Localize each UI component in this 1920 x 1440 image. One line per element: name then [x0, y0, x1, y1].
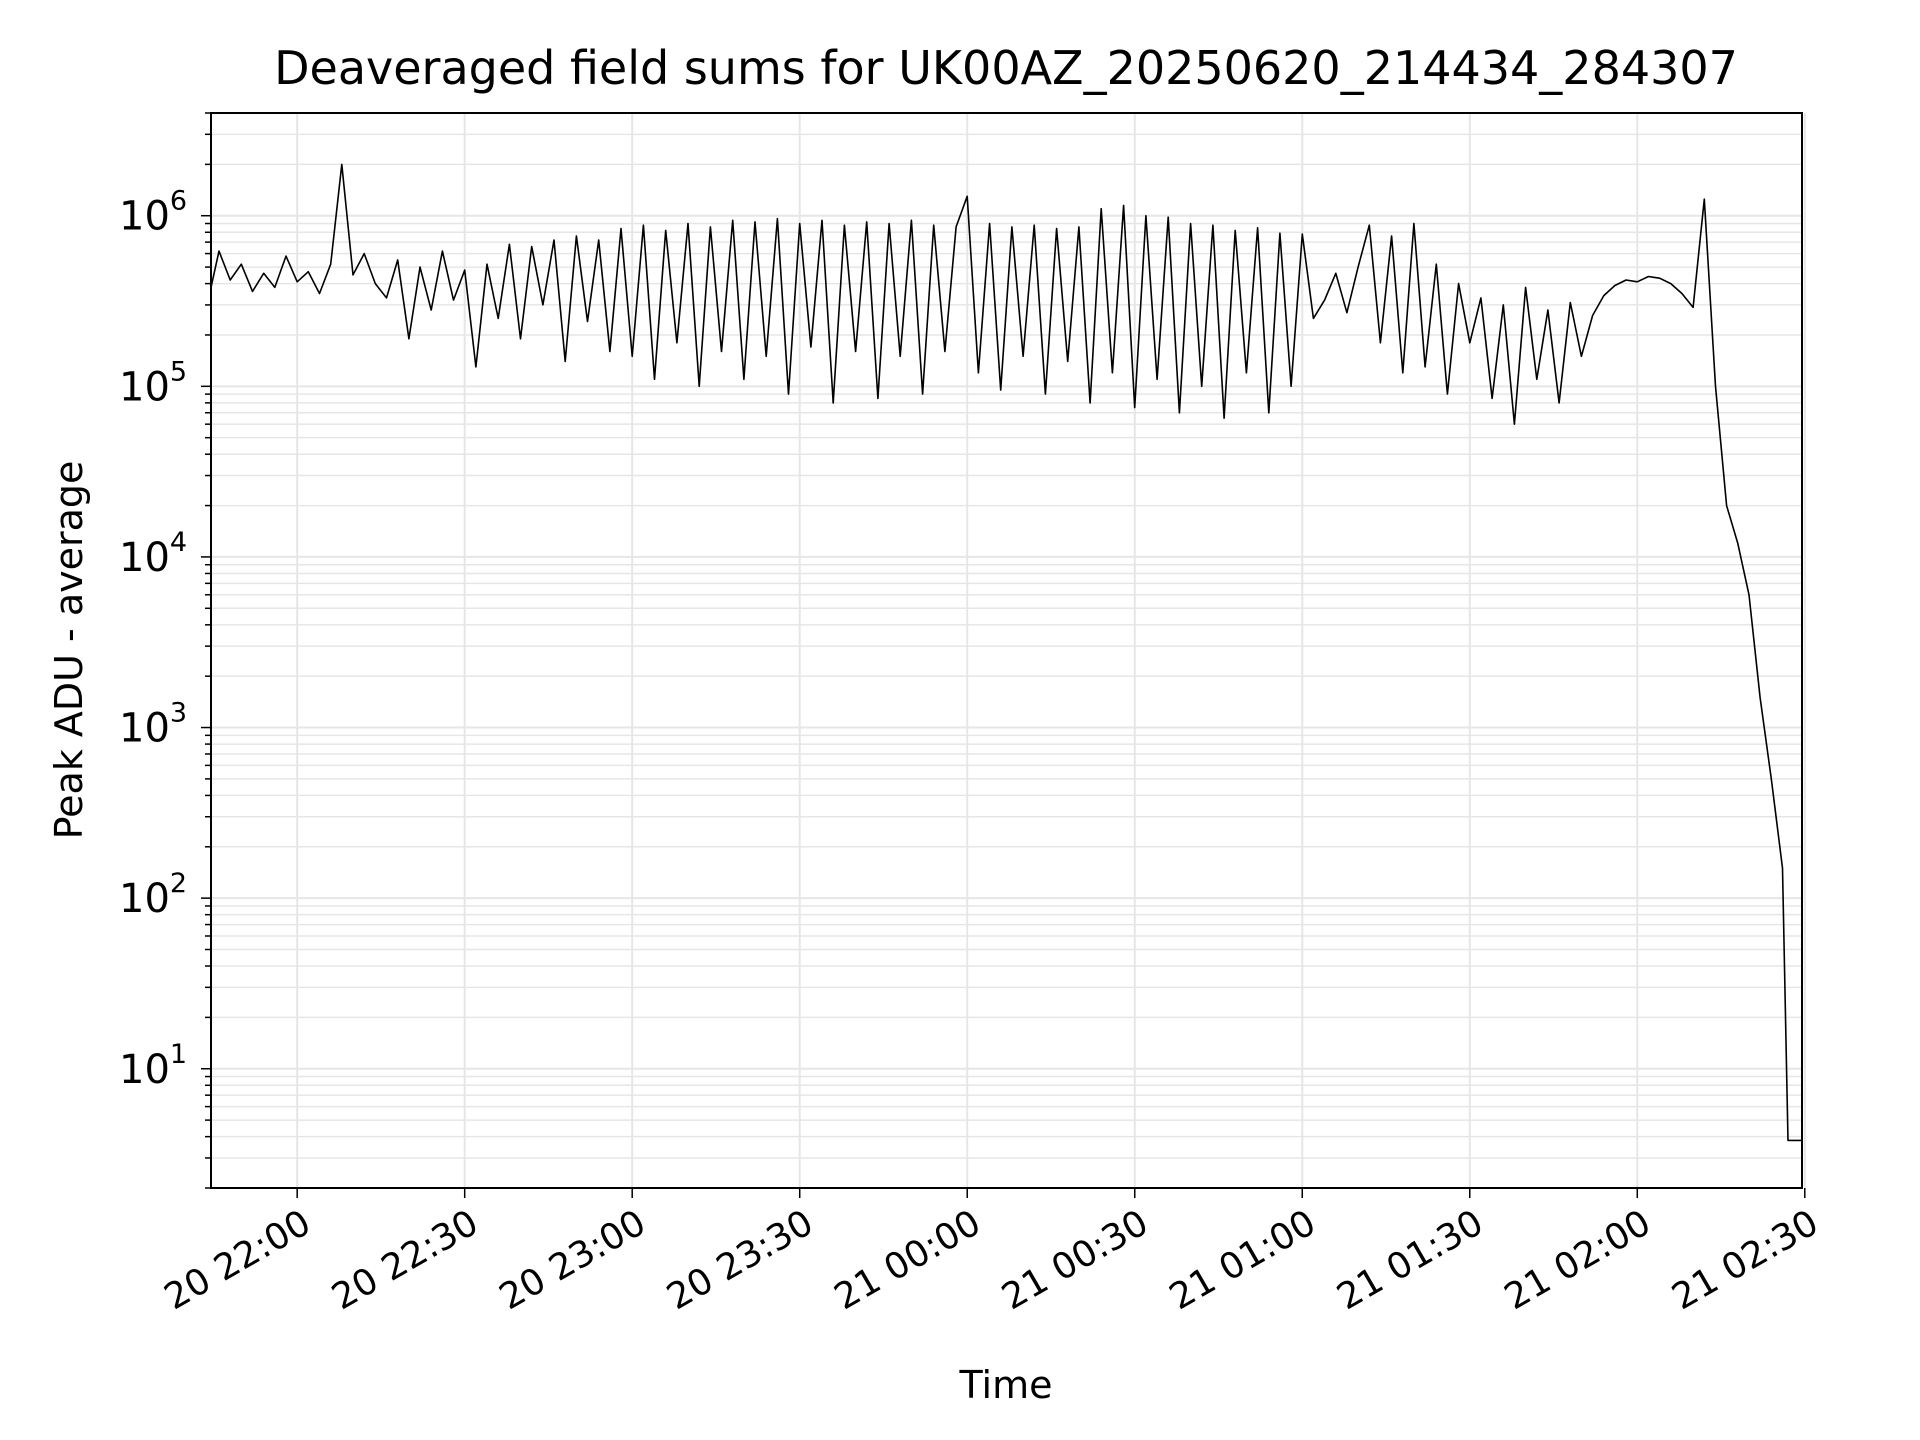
- y-tick-base: 10: [119, 706, 170, 752]
- y-tick-exponent: 3: [170, 698, 187, 729]
- y-tick-base: 10: [119, 194, 170, 240]
- y-tick-base: 10: [119, 364, 170, 410]
- y-tick-label: 105: [119, 356, 187, 410]
- series-layer: [210, 163, 1802, 1142]
- y-tick-label: 106: [119, 186, 187, 240]
- y-tick-base: 10: [119, 535, 170, 581]
- y-tick-base: 10: [119, 876, 170, 922]
- grid: [211, 112, 1806, 1189]
- y-axis-label: Peak ADU - average: [47, 461, 91, 840]
- y-tick-exponent: 4: [170, 527, 187, 558]
- y-tick-label: 103: [119, 698, 187, 752]
- y-tick-label: 101: [119, 1039, 187, 1093]
- y-tick-base: 10: [119, 1047, 170, 1093]
- y-tick-exponent: 6: [170, 186, 187, 217]
- y-tick-exponent: 5: [170, 356, 187, 387]
- y-tick-label: 104: [119, 527, 187, 581]
- y-tick-exponent: 2: [170, 868, 187, 899]
- y-tick-label: 102: [119, 868, 187, 922]
- axis-ticks: [201, 112, 1806, 1198]
- chart-title: Deaveraged field sums for UK00AZ_2025062…: [274, 41, 1738, 95]
- x-axis-label: Time: [959, 1363, 1053, 1407]
- series-line: [210, 163, 1802, 1142]
- plot-frame: [210, 112, 1803, 1189]
- y-tick-exponent: 1: [170, 1039, 187, 1070]
